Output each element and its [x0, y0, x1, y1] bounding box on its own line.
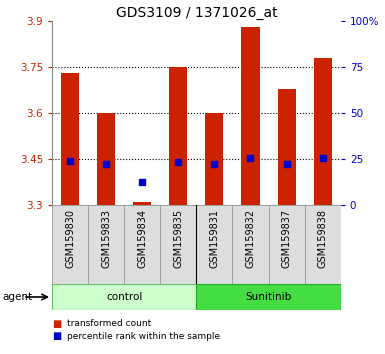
Bar	[61, 73, 79, 205]
Bar	[196, 205, 233, 285]
Text: ■: ■	[52, 331, 61, 341]
Bar	[314, 58, 332, 205]
Bar	[241, 27, 259, 205]
Bar	[52, 205, 88, 285]
Bar	[88, 205, 124, 285]
Bar	[196, 284, 341, 310]
Bar	[169, 67, 187, 205]
Text: control: control	[106, 292, 142, 302]
Text: GSM159830: GSM159830	[65, 209, 75, 268]
Text: transformed count: transformed count	[67, 319, 152, 329]
Bar	[269, 205, 305, 285]
Bar	[205, 113, 223, 205]
Bar	[233, 205, 269, 285]
Text: GSM159834: GSM159834	[137, 209, 147, 268]
Text: GSM159832: GSM159832	[246, 209, 256, 268]
Title: GDS3109 / 1371026_at: GDS3109 / 1371026_at	[116, 6, 277, 20]
Bar	[133, 202, 151, 205]
Bar	[278, 89, 296, 205]
Text: percentile rank within the sample: percentile rank within the sample	[67, 332, 221, 341]
Bar	[124, 205, 160, 285]
Text: ■: ■	[52, 319, 61, 329]
Text: GSM159831: GSM159831	[209, 209, 219, 268]
Text: GSM159837: GSM159837	[281, 209, 291, 268]
Text: GSM159835: GSM159835	[173, 209, 183, 268]
Text: GSM159833: GSM159833	[101, 209, 111, 268]
Bar	[160, 205, 196, 285]
Bar	[97, 113, 115, 205]
Text: Sunitinib: Sunitinib	[245, 292, 292, 302]
Bar	[52, 284, 196, 310]
Text: agent: agent	[2, 292, 32, 302]
Text: GSM159838: GSM159838	[318, 209, 328, 268]
Bar	[305, 205, 341, 285]
